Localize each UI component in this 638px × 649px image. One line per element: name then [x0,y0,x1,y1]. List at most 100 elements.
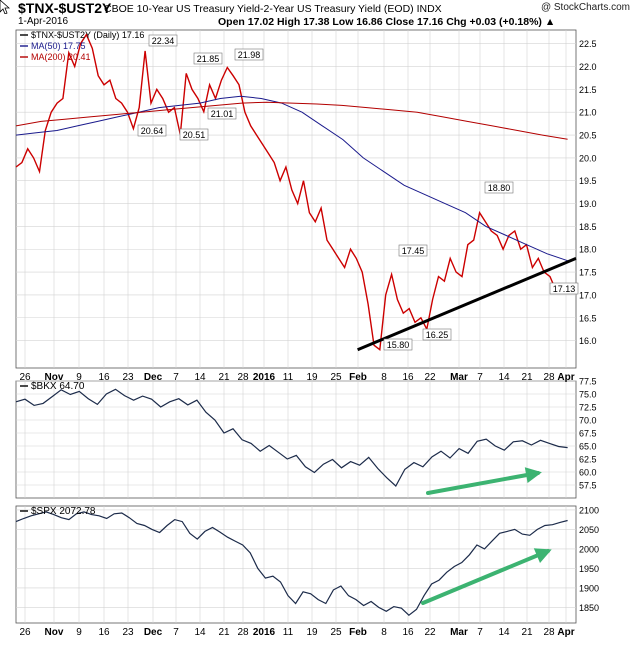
x-tick-label-spx: 19 [306,627,318,638]
annotation-box [422,328,452,341]
y-tick-label-main: 17.5 [579,268,597,278]
annotation-box [207,107,237,120]
stockcharts-watermark: @ StockCharts.com [540,2,630,13]
y-tick-label-main: 18.5 [579,222,597,232]
annotation-label: 15.80 [387,340,410,350]
y-tick-label-bkx: 65.0 [579,442,597,452]
trendline [357,256,577,352]
annotation-label: 21.01 [211,109,234,119]
x-tick-label-spx: Dec [144,627,163,638]
bkx-trend-arrow [426,471,540,495]
ohlc-summary: Open 17.02 High 17.38 Low 16.86 Close 17… [218,16,556,28]
x-tick-label-spx: 2016 [253,627,276,638]
y-tick-label-main: 18.0 [579,245,597,255]
cursor-icon [0,0,10,14]
x-tick-label-spx: 16 [98,627,110,638]
x-tick-label-main: Mar [450,372,468,383]
x-tick-label-main: 2016 [253,372,276,383]
y-tick-label-main: 19.5 [579,176,597,186]
y-tick-label-bkx: 60.0 [579,468,597,478]
y-tick-label-spx: 2100 [579,505,599,515]
chart-date: 1-Apr-2016 [18,16,69,27]
x-tick-label-main: 28 [237,372,249,383]
spx-series-line [15,511,568,616]
y-tick-label-spx: 1850 [579,603,599,613]
x-tick-label-spx: 16 [402,627,414,638]
x-tick-label-spx: 26 [19,627,31,638]
x-tick-label-spx: Nov [45,627,64,638]
annotation-box [383,338,413,351]
y-tick-label-bkx: 67.5 [579,429,597,439]
annotation-label: 20.64 [141,126,164,136]
x-tick-label-main: 25 [330,372,342,383]
spx-trend-arrow [421,549,550,605]
y-tick-label-bkx: 70.0 [579,416,597,426]
x-tick-label-spx: 14 [194,627,206,638]
y-tick-label-bkx: 77.5 [579,377,597,387]
legend-label: $TNX-$UST2Y (Daily) 17.16 [31,30,144,40]
series-layer [15,33,577,616]
x-tick-label-main: 7 [173,372,179,383]
x-tick-label-main: 26 [19,372,31,383]
x-tick-label-spx: 9 [76,627,82,638]
chart-description: CBOE 10-Year US Treasury Yield-2-Year US… [104,3,442,15]
annotation-label: 20.51 [183,130,206,140]
x-tick-label-main: 21 [521,372,533,383]
annotation-box [549,282,579,295]
x-tick-label-spx: 8 [381,627,387,638]
bkx-legend-label: $BKX 64.70 [31,381,85,392]
x-tick-label-main: 8 [381,372,387,383]
x-tick-label-spx: 28 [237,627,249,638]
y-tick-label-bkx: 57.5 [579,481,597,491]
annotation-label: 21.98 [238,50,261,60]
x-tick-label-main: Feb [349,372,367,383]
y-tick-label-main: 21.0 [579,108,597,118]
annotation-label: 21.85 [197,54,220,64]
x-tick-label-spx: 25 [330,627,342,638]
price-series-line [15,33,568,352]
x-tick-label-main: 14 [194,372,206,383]
x-tick-label-main: Apr [557,372,574,383]
legend-label: MA(200) 20.41 [31,52,91,62]
y-tick-label-main: 16.0 [579,336,597,346]
y-tick-label-main: 20.5 [579,131,597,141]
x-tick-label-main: 11 [283,372,294,383]
x-tick-label-main: 19 [306,372,318,383]
grid-layer [15,29,577,624]
x-tick-label-main: 21 [218,372,230,383]
x-tick-label-spx: 22 [424,627,436,638]
x-tick-label-main: 28 [543,372,555,383]
annotation-label: 22.34 [152,36,175,46]
annotation-box [193,52,223,65]
annotation-label: 16.25 [426,330,449,340]
y-tick-label-bkx: 75.0 [579,390,597,400]
x-tick-label-main: Nov [45,372,64,383]
text-layer: 16.0 16.5 17.0 17.5 18.0 18.5 19.0 19.5 20.0 20.5… [19,30,599,638]
x-tick-label-spx: Feb [349,627,367,638]
legend-label: MA(50) 17.75 [31,41,86,51]
y-tick-label-main: 19.0 [579,199,597,209]
spx-trend-arrow-head [533,548,552,563]
chart-symbol: $TNX-$UST2Y [18,0,112,16]
y-tick-label-main: 20.0 [579,153,597,163]
y-tick-label-bkx: 72.5 [579,403,597,413]
x-tick-label-main: 23 [122,372,134,383]
panel-frame-spx [15,505,577,624]
x-tick-label-spx: 11 [283,627,294,638]
annotation-box [484,181,514,194]
x-tick-label-main: 16 [98,372,110,383]
annotation-box [137,124,167,137]
y-tick-label-spx: 1900 [579,583,599,593]
x-tick-label-main: 9 [76,372,82,383]
bkx-series-line [15,388,568,487]
y-tick-label-spx: 2000 [579,544,599,554]
annotation-label: 17.45 [402,246,425,256]
y-tick-label-main: 16.5 [579,313,597,323]
x-tick-label-main: 7 [477,372,483,383]
annotation-box [148,34,178,47]
x-tick-label-spx: 23 [122,627,134,638]
x-tick-label-main: 16 [402,372,414,383]
x-tick-label-spx: 7 [477,627,483,638]
annotation-box [234,48,264,61]
y-tick-label-spx: 1950 [579,564,599,574]
